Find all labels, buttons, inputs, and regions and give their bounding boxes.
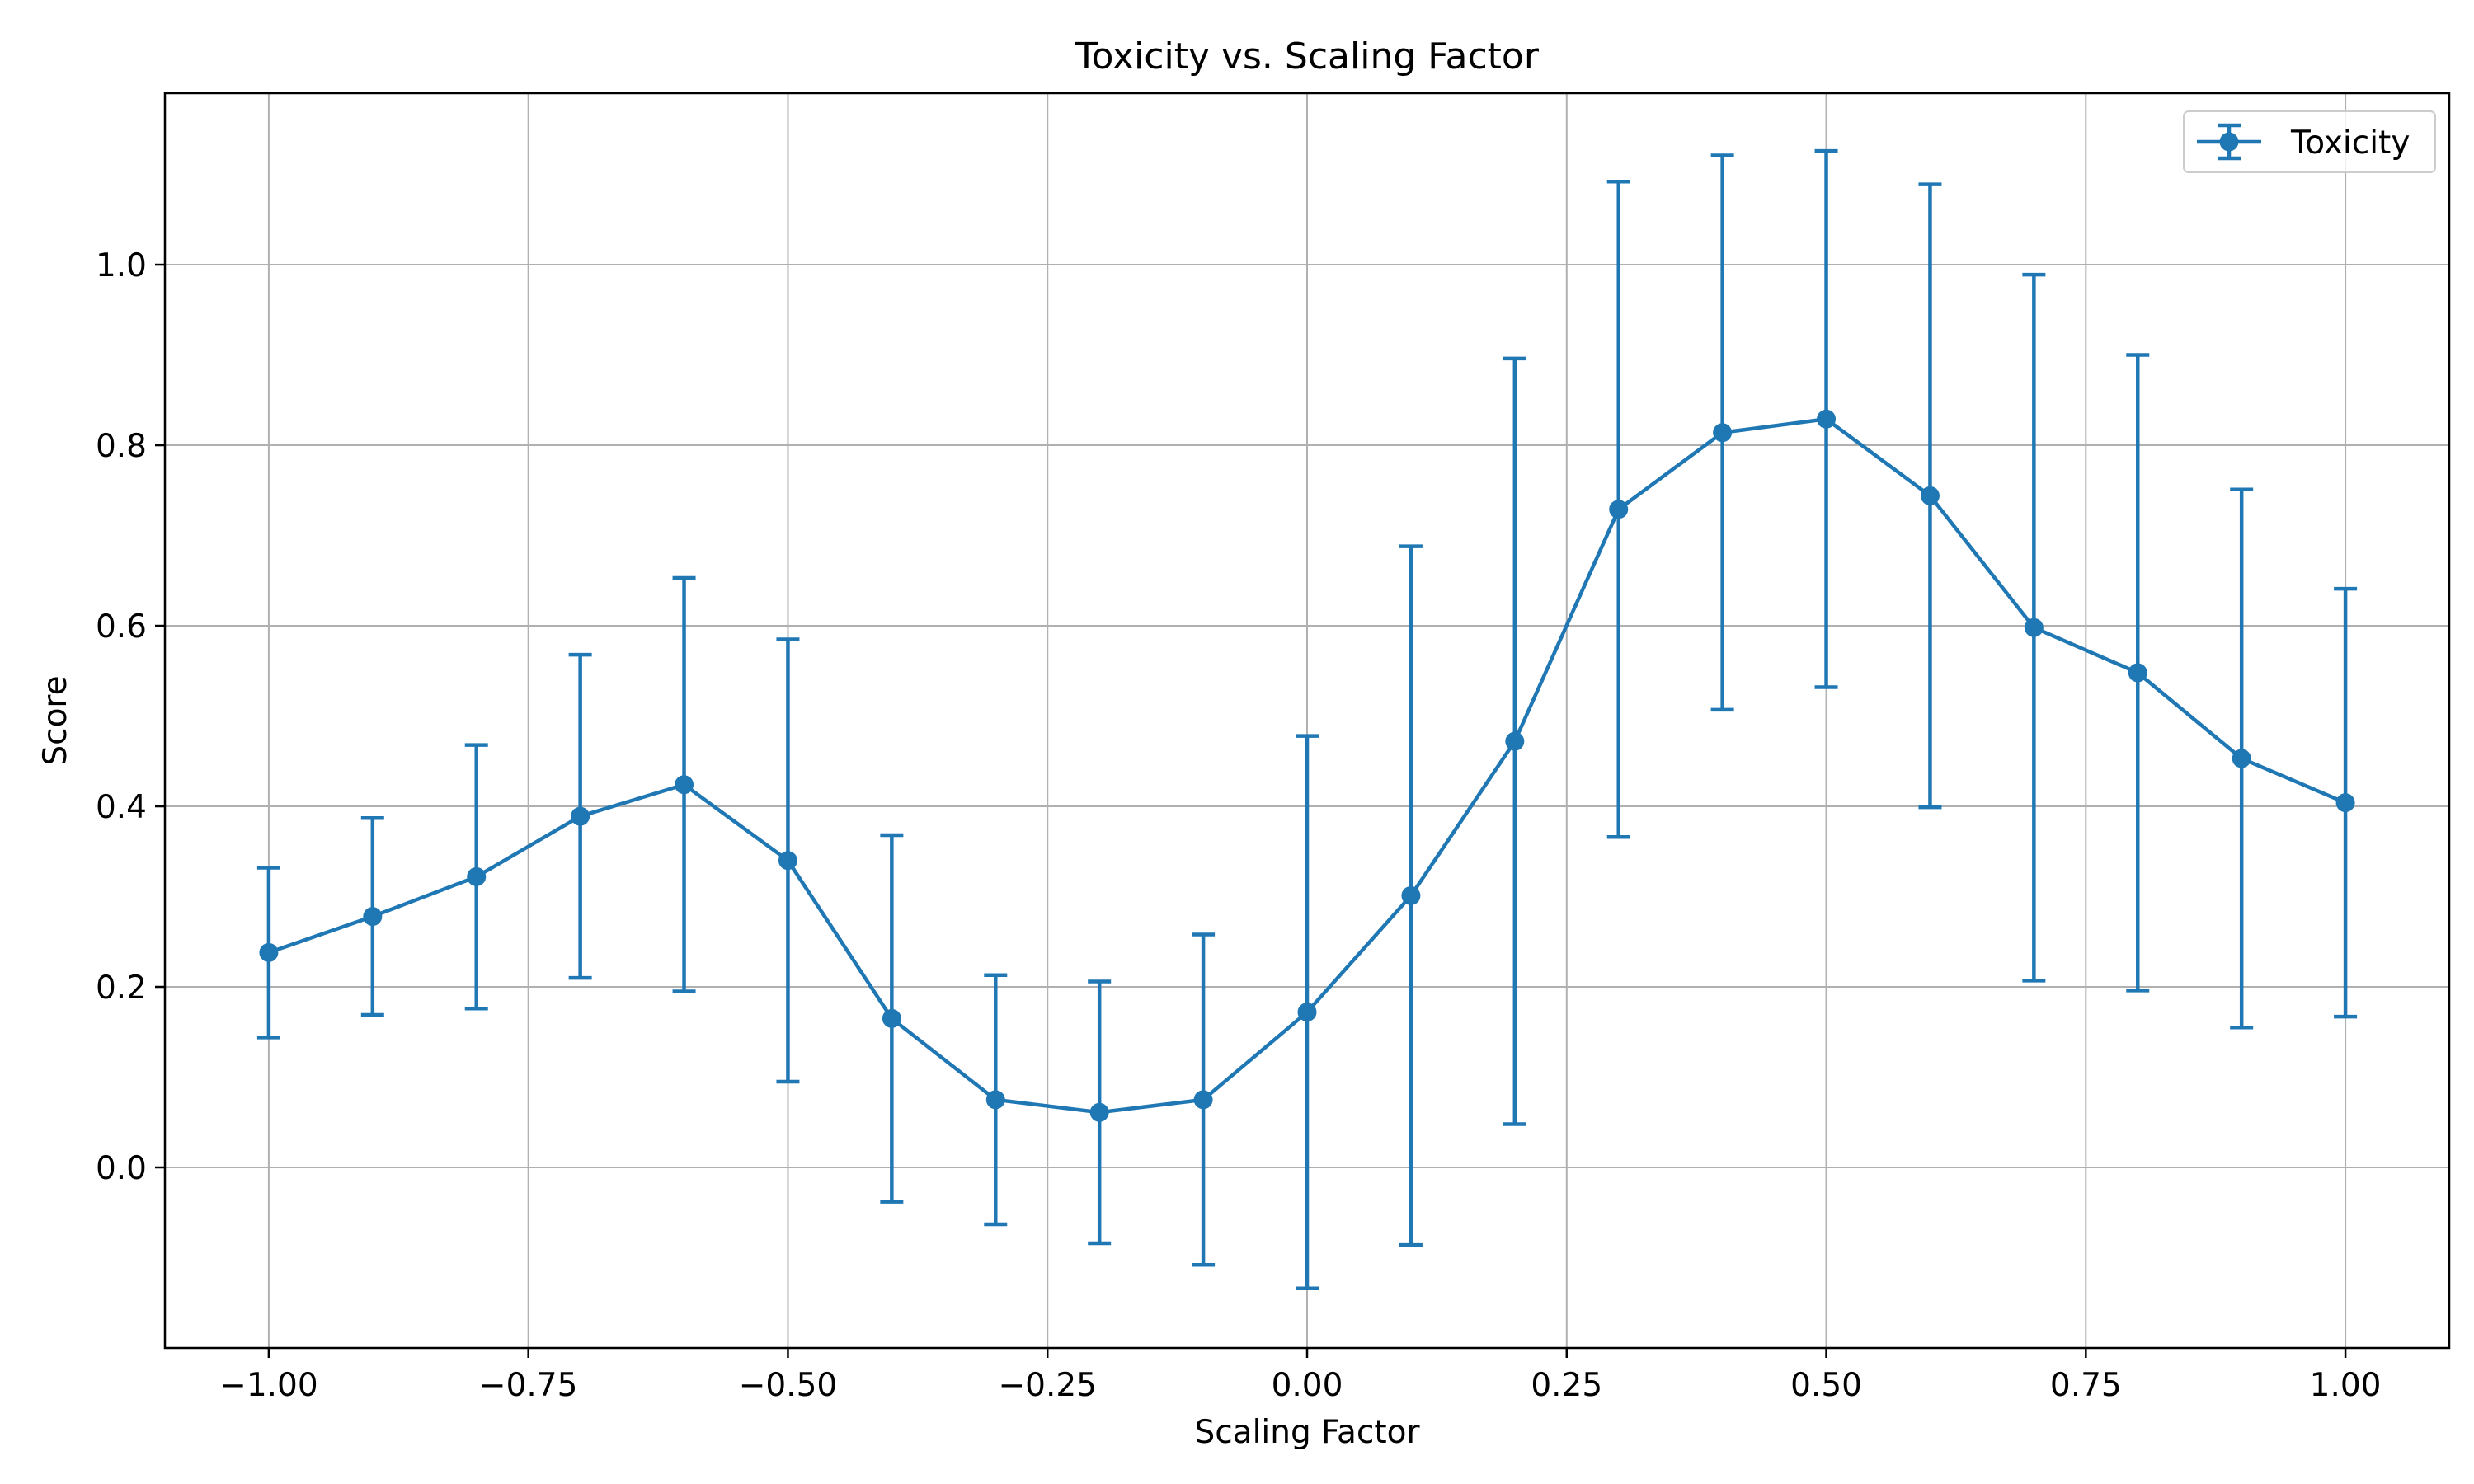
y-tick-label: 0.4 [96,789,147,826]
data-point [1713,423,1733,443]
data-point [363,907,383,927]
data-point [1817,409,1837,429]
data-point [1089,1102,1109,1122]
legend-point [2219,132,2239,152]
y-tick-label: 0.2 [96,970,147,1007]
data-point [2232,749,2251,768]
data-point [259,942,279,962]
legend-marker [2197,123,2261,161]
y-axis-label: Score [37,675,74,765]
x-tick-label: −0.50 [739,1367,838,1404]
y-tick-label: 0.6 [96,608,147,646]
legend-label-toxicity: Toxicity [2290,124,2410,162]
data-point [2335,793,2355,813]
x-tick-label: −0.75 [479,1367,578,1404]
x-tick-label: 0.00 [1272,1367,1343,1404]
grid-layer [165,93,2449,1348]
data-point [778,851,797,871]
data-point [2128,663,2147,683]
data-point [2024,618,2044,637]
chart-title: Toxicity vs. Scaling Factor [1075,35,1540,77]
legend-box [2183,110,2436,173]
y-tick-label: 0.0 [96,1150,147,1187]
data-point [467,866,487,886]
data-point [1193,1090,1213,1110]
y-tick-label: 1.0 [96,247,147,284]
x-tick-label: 0.25 [1531,1367,1602,1404]
series-layer [256,148,2358,1290]
data-point [882,1008,901,1028]
x-tick-label: −0.25 [998,1367,1097,1404]
x-tick-label: 0.50 [1790,1367,1862,1404]
ticks-layer: −1.00 −0.75 −0.50 −0.25 0.00 0.25 0.50 0.75 1.00… [96,247,2382,1404]
x-tick-label: −1.00 [219,1367,318,1404]
data-point [675,775,694,795]
y-tick-label: 0.8 [96,428,147,465]
data-point [1297,1003,1317,1022]
data-point [1401,885,1421,905]
x-axis-label: Scaling Factor [1194,1414,1420,1451]
data-point [1505,731,1525,751]
x-tick-label: 0.75 [2050,1367,2122,1404]
data-point [571,806,590,826]
legend: Toxicity [2183,110,2436,173]
data-point [985,1090,1005,1110]
data-point [1609,500,1629,519]
x-tick-label: 1.00 [2310,1367,2382,1404]
data-point [1920,486,1940,505]
